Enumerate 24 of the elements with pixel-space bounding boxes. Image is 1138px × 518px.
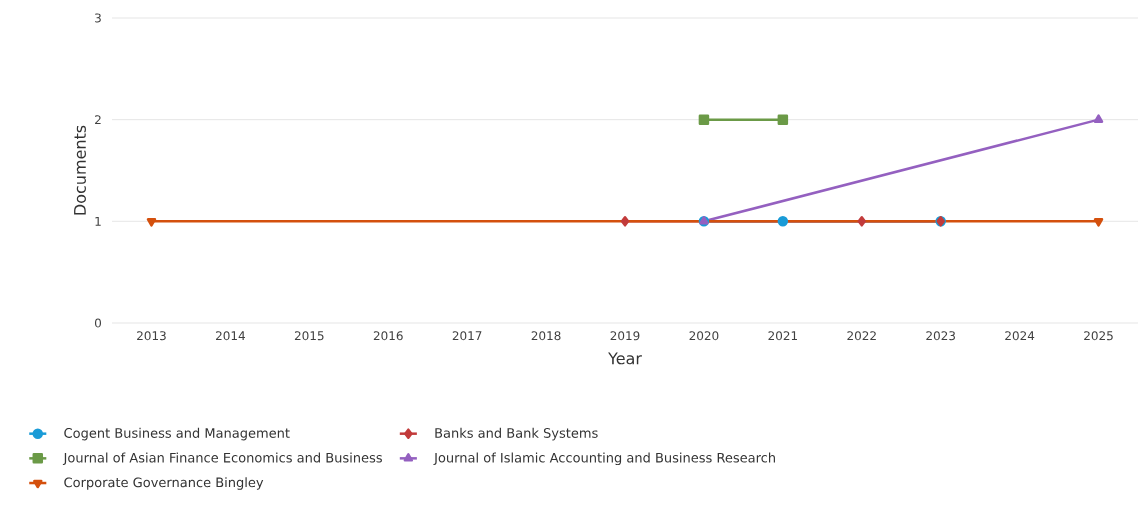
legend-label: Banks and Bank Systems xyxy=(435,427,598,441)
x-tick-label: 2014 xyxy=(216,331,245,341)
x-tick-label: 2020 xyxy=(689,331,719,341)
y-tick-label: 0 xyxy=(94,318,102,328)
x-tick-label: 2023 xyxy=(926,331,955,341)
x-tick-label: 2013 xyxy=(137,331,166,341)
legend-label: Corporate Governance Bingley xyxy=(64,477,264,490)
legend-label: Journal of Asian Finance Economics and Business xyxy=(62,452,382,465)
x-tick-label: 2019 xyxy=(610,331,640,341)
legend-label: Journal of Islamic Accounting and Business Research xyxy=(433,452,775,466)
x-tick-label: 2025 xyxy=(1084,331,1113,341)
y-axis-title: Documents xyxy=(74,125,86,215)
x-tick-label: 2021 xyxy=(768,331,797,341)
x-tick-label: 2016 xyxy=(373,331,403,341)
y-tick-label: 1 xyxy=(95,216,101,226)
x-axis-title: Year xyxy=(608,352,642,365)
y-tick-label: 3 xyxy=(95,13,101,23)
x-tick-label: 2022 xyxy=(847,331,876,341)
legend-label: Cogent Business and Management xyxy=(64,427,290,441)
x-tick-label: 2015 xyxy=(294,331,324,341)
x-tick-label: 2017 xyxy=(452,331,482,341)
x-tick-label: 2018 xyxy=(531,331,561,341)
x-tick-label: 2024 xyxy=(1005,331,1035,341)
y-tick-label: 2 xyxy=(95,115,101,125)
